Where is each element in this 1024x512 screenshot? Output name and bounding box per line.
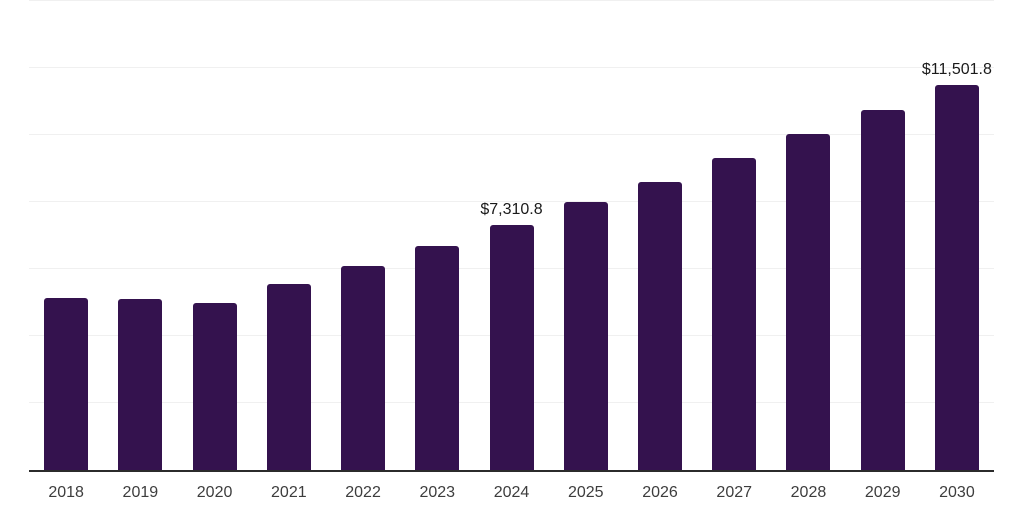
bar-2018[interactable] [44, 298, 89, 470]
bar-2026[interactable] [637, 181, 682, 470]
x-axis-tick-labels: 2018 2019 2020 2021 2022 2023 2024 2025 2026 2027… [29, 484, 994, 502]
bar-2022[interactable] [341, 266, 386, 470]
x-tick-2025: 2025 [567, 484, 604, 501]
bar-2025[interactable] [563, 202, 608, 470]
bar-2023[interactable] [415, 246, 460, 470]
x-tick-2019: 2019 [122, 484, 159, 501]
bar-2027[interactable] [712, 158, 757, 470]
gridline-12000 [29, 67, 994, 69]
bar-2030[interactable] [934, 84, 979, 470]
x-tick-2027: 2027 [716, 484, 753, 501]
x-tick-2023: 2023 [419, 484, 456, 501]
x-tick-2028: 2028 [790, 484, 827, 501]
bar-2028[interactable] [786, 134, 831, 470]
plot-area: $7,310.8 $11,501.8 [29, 0, 994, 472]
x-tick-2022: 2022 [345, 484, 381, 501]
bar-2024[interactable] [489, 225, 534, 470]
x-axis-line [29, 470, 994, 472]
bar-2021[interactable] [266, 284, 311, 470]
bar-2019[interactable] [118, 298, 163, 470]
bar-2029[interactable] [860, 110, 905, 470]
x-tick-2024: 2024 [493, 484, 530, 501]
x-tick-2020: 2020 [196, 484, 233, 501]
x-tick-2029: 2029 [864, 484, 901, 501]
value-label-2030: $11,501.8 [921, 60, 992, 78]
x-tick-2030: 2030 [939, 484, 975, 501]
x-tick-2026: 2026 [642, 484, 678, 501]
gridline-8000 [29, 201, 994, 203]
x-tick-2021: 2021 [271, 484, 307, 501]
x-tick-2018: 2018 [48, 484, 84, 501]
bar-2020[interactable] [192, 303, 237, 470]
gridline-14000 [29, 0, 994, 2]
value-label-2024: $7,310.8 [480, 201, 543, 219]
gridline-10000 [29, 134, 994, 136]
